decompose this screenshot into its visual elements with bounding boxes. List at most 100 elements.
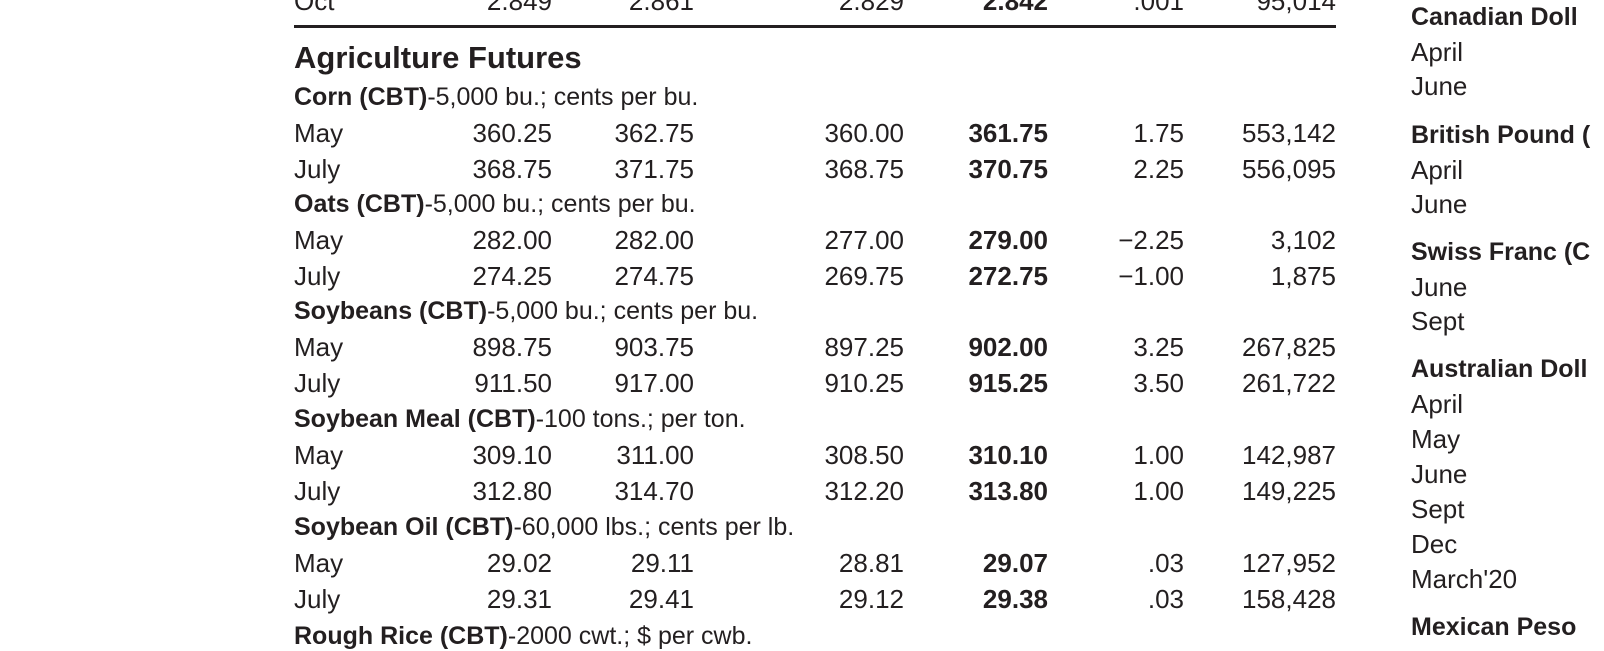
high-value: 362.75 [614, 118, 694, 148]
contract-name: Soybean Oil (CBT) [294, 513, 514, 541]
section-divider [294, 25, 1336, 28]
settle-value: 915.25 [968, 367, 1048, 398]
open-value: 2.849 [486, 0, 552, 16]
settle-value: 279.00 [968, 225, 1048, 255]
currency-month: Sept [1411, 306, 1465, 336]
currency-month: April [1411, 155, 1464, 185]
currency-month: Sept [1411, 494, 1465, 524]
month: July [294, 583, 341, 614]
settle-value: 310.10 [968, 440, 1048, 470]
change-value: .03 [1147, 583, 1184, 614]
settle-value: 2.842 [982, 0, 1048, 16]
low-value: 269.75 [824, 260, 904, 291]
currency-header: Australian Doll [1411, 355, 1588, 383]
change-value: −1.00 [1118, 260, 1184, 291]
low-value: 360.00 [824, 118, 904, 148]
month: July [294, 367, 341, 398]
currency-header: British Pound ( [1411, 121, 1591, 149]
low-value: 910.25 [824, 367, 904, 398]
open-value: 282.00 [472, 225, 552, 255]
change-value: 3.50 [1133, 367, 1184, 398]
change-value: .001 [1133, 0, 1184, 16]
month: May [294, 225, 344, 255]
contract-header: Rough Rice (CBT)-2000 cwt.; $ per cwb. [294, 621, 752, 651]
currency-month: June [1411, 459, 1468, 489]
month: Oct [294, 0, 335, 16]
open-interest-value: 149,225 [1242, 475, 1336, 506]
currency-month: April [1411, 37, 1464, 67]
open-interest-value: 127,952 [1242, 548, 1336, 578]
low-value: 277.00 [824, 225, 904, 255]
contract-name: Soybean Meal (CBT) [294, 405, 536, 433]
currency-month: May [1411, 424, 1461, 454]
open-value: 29.02 [486, 548, 552, 578]
contract-spec: -60,000 lbs.; cents per lb. [513, 513, 795, 541]
contract-header: Soybean Oil (CBT)-60,000 lbs.; cents per… [294, 512, 794, 542]
open-interest-value: 158,428 [1242, 583, 1336, 614]
section-title: Agriculture Futures [294, 40, 582, 75]
open-value: 360.25 [472, 118, 552, 148]
settle-value: 313.80 [968, 475, 1048, 506]
settle-value: 370.75 [968, 153, 1048, 184]
currency-month: April [1411, 389, 1464, 419]
currency-header: Mexican Peso [1411, 613, 1577, 641]
currency-month: June [1411, 71, 1468, 101]
month: July [294, 475, 341, 506]
open-interest-value: 267,825 [1242, 332, 1336, 362]
open-value: 29.31 [486, 583, 552, 614]
open-value: 312.80 [472, 475, 552, 506]
high-value: 371.75 [614, 153, 694, 184]
high-value: 314.70 [614, 475, 694, 506]
change-value: .03 [1147, 548, 1184, 578]
contract-spec: -5,000 bu.; cents per bu. [427, 83, 699, 111]
low-value: 308.50 [824, 440, 904, 470]
settle-value: 29.38 [982, 583, 1048, 614]
high-value: 917.00 [614, 367, 694, 398]
currency-month: March'20 [1411, 564, 1518, 594]
high-value: 29.41 [628, 583, 694, 614]
contract-spec: -100 tons.; per ton. [535, 405, 746, 433]
currency-header: Canadian Doll [1411, 3, 1578, 31]
low-value: 2.829 [838, 0, 904, 16]
contract-spec: -2000 cwt.; $ per cwb. [507, 622, 753, 650]
high-value: 2.861 [628, 0, 694, 16]
low-value: 29.12 [838, 583, 904, 614]
settle-value: 361.75 [968, 118, 1048, 148]
month: July [294, 260, 341, 291]
contract-spec: -5,000 bu.; cents per bu. [424, 190, 696, 218]
open-interest-value: 95,014 [1256, 0, 1336, 16]
contract-spec: -5,000 bu.; cents per bu. [487, 297, 759, 325]
low-value: 368.75 [824, 153, 904, 184]
open-value: 309.10 [472, 440, 552, 470]
change-value: 3.25 [1133, 332, 1184, 362]
change-value: 2.25 [1133, 153, 1184, 184]
open-value: 898.75 [472, 332, 552, 362]
open-interest-value: 261,722 [1242, 367, 1336, 398]
month: May [294, 548, 344, 578]
change-value: 1.75 [1133, 118, 1184, 148]
low-value: 897.25 [824, 332, 904, 362]
settle-value: 272.75 [968, 260, 1048, 291]
contract-name: Rough Rice (CBT) [294, 622, 508, 650]
contract-name: Soybeans (CBT) [294, 297, 488, 325]
high-value: 274.75 [614, 260, 694, 291]
month: May [294, 118, 344, 148]
contract-header: Oats (CBT)-5,000 bu.; cents per bu. [294, 189, 696, 219]
currency-month: June [1411, 189, 1468, 219]
change-value: 1.00 [1133, 475, 1184, 506]
contract-header: Corn (CBT)-5,000 bu.; cents per bu. [294, 82, 698, 112]
high-value: 903.75 [614, 332, 694, 362]
low-value: 312.20 [824, 475, 904, 506]
settle-value: 902.00 [968, 332, 1048, 362]
contract-name: Corn (CBT) [294, 83, 428, 111]
high-value: 311.00 [616, 440, 694, 470]
high-value: 282.00 [614, 225, 694, 255]
change-value: 1.00 [1133, 440, 1184, 470]
contract-name: Oats (CBT) [294, 190, 425, 218]
contract-header: Soybean Meal (CBT)-100 tons.; per ton. [294, 404, 746, 434]
high-value: 29.11 [630, 548, 694, 578]
contract-header: Soybeans (CBT)-5,000 bu.; cents per bu. [294, 296, 758, 326]
open-interest-value: 142,987 [1242, 440, 1336, 470]
settle-value: 29.07 [982, 548, 1048, 578]
month: May [294, 332, 344, 362]
